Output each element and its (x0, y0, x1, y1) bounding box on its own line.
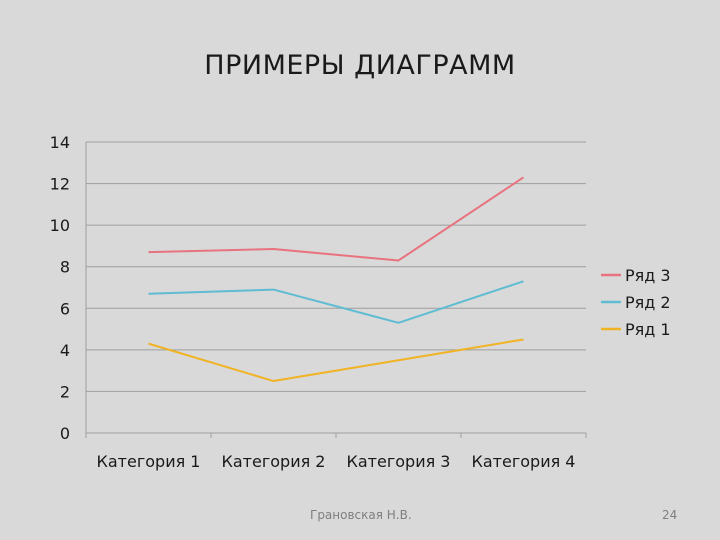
y-tick-label: 14 (50, 133, 70, 152)
footer-author: Грановская Н.В. (310, 508, 412, 522)
slide-title: ПРИМЕРЫ ДИАГРАММ (204, 50, 516, 81)
y-tick-label: 0 (60, 424, 70, 443)
y-tick-label: 8 (60, 258, 70, 277)
legend-label: Ряд 2 (625, 293, 671, 312)
y-tick-label: 12 (50, 175, 70, 194)
x-tick-label: Категория 2 (222, 452, 326, 471)
y-tick-labels: 0 2 4 6 8 10 12 14 (50, 133, 70, 443)
x-tick-labels: Категория 1 Категория 2 Категория 3 Категор… (97, 452, 576, 471)
x-tick-label: Категория 1 (97, 452, 201, 471)
legend-label: Ряд 3 (625, 266, 671, 285)
x-tick-label: Категория 4 (472, 452, 576, 471)
series-line (148, 338, 524, 383)
series-line (148, 176, 525, 262)
axes (85, 142, 587, 438)
x-tick-label: Категория 3 (347, 452, 451, 471)
series-lines (148, 176, 525, 383)
y-tick-label: 6 (60, 299, 70, 318)
gridlines (86, 141, 586, 392)
series-line (148, 280, 524, 324)
y-tick-label: 2 (60, 382, 70, 401)
legend: Ряд 3 Ряд 2 Ряд 1 (601, 266, 671, 339)
legend-label: Ряд 1 (625, 320, 671, 339)
page-number: 24 (662, 508, 678, 522)
y-tick-label: 10 (50, 216, 70, 235)
y-tick-label: 4 (60, 341, 70, 360)
